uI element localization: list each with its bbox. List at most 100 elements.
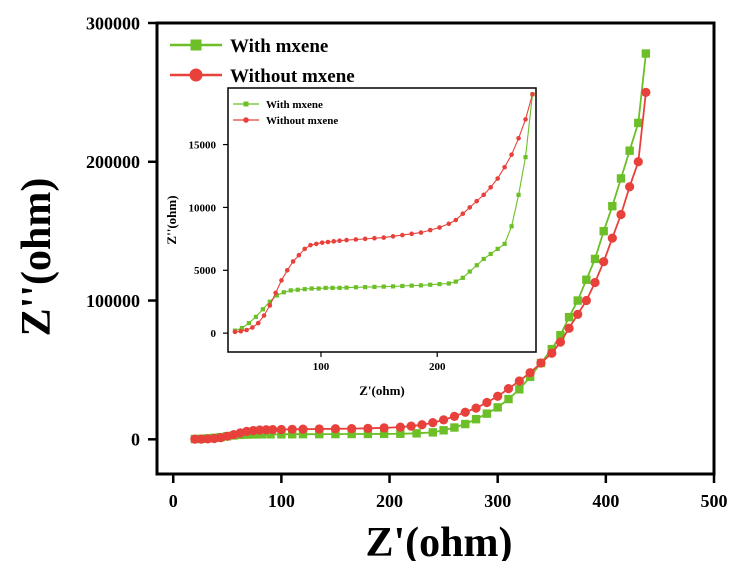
data-point xyxy=(437,225,442,230)
data-point xyxy=(453,217,459,223)
data-point xyxy=(406,421,416,431)
data-point xyxy=(288,288,293,293)
x-tick-label: 200 xyxy=(429,361,446,373)
data-point xyxy=(547,348,557,358)
data-point xyxy=(330,285,335,290)
data-point xyxy=(196,434,206,444)
data-point xyxy=(400,232,405,238)
data-point xyxy=(267,299,272,304)
data-point xyxy=(314,424,324,434)
data-point xyxy=(409,283,414,288)
data-point xyxy=(344,237,349,243)
data-point xyxy=(516,192,521,197)
inset-axis-ticks: 100 200 0 5000 10000 15000 xyxy=(189,139,446,373)
series-with-mxene xyxy=(232,92,535,333)
data-point xyxy=(298,429,308,439)
data-point xyxy=(590,254,600,264)
data-point xyxy=(279,278,284,283)
data-point xyxy=(238,328,244,334)
data-point xyxy=(449,411,460,422)
data-point xyxy=(418,230,424,235)
data-point xyxy=(616,174,626,183)
data-point xyxy=(515,385,524,394)
main-x-axis-title: Z'(ohm) xyxy=(366,520,513,561)
data-point xyxy=(330,424,341,434)
data-point xyxy=(590,277,600,288)
data-point xyxy=(331,239,337,244)
data-point xyxy=(246,320,252,326)
data-point xyxy=(634,118,643,128)
data-point xyxy=(536,358,546,368)
legend-label-without-mxene: Without mxene xyxy=(230,66,355,87)
data-point xyxy=(267,303,273,308)
data-point xyxy=(428,428,437,437)
data-point xyxy=(428,418,438,428)
x-tick-label: 400 xyxy=(592,491,619,511)
data-point xyxy=(331,429,340,439)
data-point xyxy=(555,337,566,347)
data-point xyxy=(379,429,389,439)
series-without-mxene xyxy=(232,91,535,335)
data-point xyxy=(509,224,514,229)
data-point xyxy=(502,241,507,246)
data-point xyxy=(253,314,258,319)
data-point xyxy=(474,198,480,204)
series-line xyxy=(234,94,534,332)
data-point xyxy=(616,209,626,220)
data-point xyxy=(467,205,473,210)
y-tick-label: 15000 xyxy=(189,139,217,151)
data-point xyxy=(482,397,492,408)
data-point xyxy=(525,368,535,378)
data-point xyxy=(260,307,265,312)
data-point xyxy=(514,376,524,386)
data-point xyxy=(281,290,286,295)
data-point xyxy=(323,285,328,290)
y-tick-label: 0 xyxy=(211,328,217,340)
data-point xyxy=(353,285,358,290)
data-point xyxy=(379,423,389,433)
data-point xyxy=(504,394,513,404)
data-point xyxy=(641,87,651,98)
data-point xyxy=(625,182,635,192)
x-tick-label: 500 xyxy=(701,491,728,511)
data-point xyxy=(573,296,582,305)
data-point xyxy=(460,275,465,280)
data-point xyxy=(315,429,324,439)
y-tick-label: 10000 xyxy=(189,202,217,214)
data-point xyxy=(530,91,535,97)
data-point xyxy=(493,391,503,401)
data-point xyxy=(409,231,414,237)
data-point xyxy=(298,424,308,434)
data-point xyxy=(347,429,356,439)
data-point xyxy=(516,135,521,141)
inset-x-axis-title: Z'(ohm) xyxy=(359,383,405,398)
data-point xyxy=(396,429,405,438)
data-point xyxy=(273,290,278,296)
y-tick-label: 300000 xyxy=(86,13,140,33)
series-without-mxene xyxy=(190,87,651,444)
data-point xyxy=(277,430,286,439)
data-point xyxy=(495,246,500,252)
data-point xyxy=(428,282,433,287)
data-point xyxy=(266,430,275,439)
data-point xyxy=(232,329,238,335)
data-point xyxy=(255,425,265,435)
main-y-axis-title: Z''(ohm) xyxy=(14,178,60,337)
data-point xyxy=(607,233,617,243)
data-point xyxy=(390,234,396,239)
data-point xyxy=(460,407,470,417)
main-legend: With mxene Without mxene xyxy=(170,36,355,87)
data-point xyxy=(502,164,507,170)
data-point xyxy=(582,275,591,284)
data-point xyxy=(268,424,278,435)
data-point xyxy=(625,146,634,155)
data-point xyxy=(564,323,574,333)
inset-legend: With mxene Without mxene xyxy=(233,99,338,127)
data-point xyxy=(400,283,405,289)
data-point xyxy=(599,226,608,236)
data-point xyxy=(372,235,377,241)
data-point xyxy=(412,429,421,438)
data-point xyxy=(363,423,373,433)
data-point xyxy=(284,267,290,273)
